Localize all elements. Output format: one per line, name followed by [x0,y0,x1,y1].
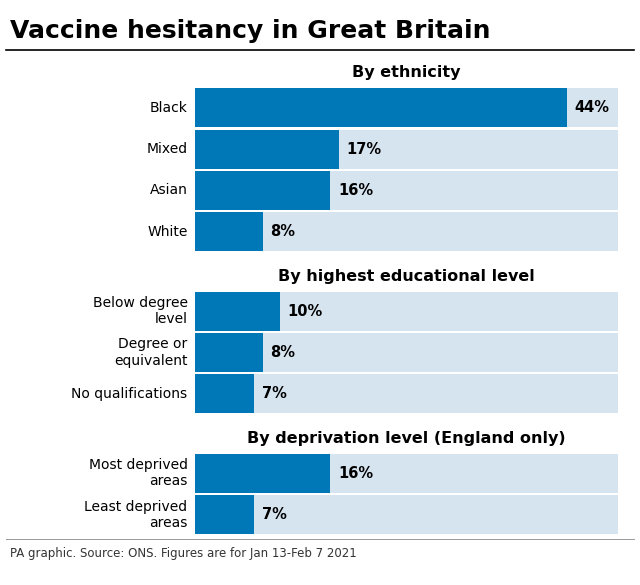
FancyBboxPatch shape [195,495,254,534]
Text: Black: Black [150,101,188,115]
Text: Vaccine hesitancy in Great Britain: Vaccine hesitancy in Great Britain [10,19,490,43]
Text: Below degree
level: Below degree level [93,296,188,326]
FancyBboxPatch shape [195,374,618,414]
Text: 16%: 16% [338,466,373,481]
FancyBboxPatch shape [195,333,263,372]
FancyBboxPatch shape [195,495,618,534]
Text: By deprivation level (England only): By deprivation level (England only) [247,431,566,446]
Text: 7%: 7% [262,386,287,401]
FancyBboxPatch shape [195,292,280,331]
Text: 44%: 44% [575,100,609,115]
FancyBboxPatch shape [195,88,618,127]
FancyBboxPatch shape [195,374,254,414]
FancyBboxPatch shape [195,88,567,127]
FancyBboxPatch shape [195,171,618,210]
FancyBboxPatch shape [195,454,618,493]
Text: Most deprived
areas: Most deprived areas [88,458,188,488]
Text: By highest educational level: By highest educational level [278,269,535,284]
Text: Least deprived
areas: Least deprived areas [84,500,188,529]
FancyBboxPatch shape [195,292,618,331]
FancyBboxPatch shape [195,333,618,372]
Text: Asian: Asian [150,184,188,197]
Text: 10%: 10% [287,304,323,319]
FancyBboxPatch shape [195,212,263,252]
Text: 8%: 8% [271,345,296,360]
Text: 17%: 17% [346,142,381,157]
Text: 8%: 8% [271,224,296,239]
Text: Degree or
equivalent: Degree or equivalent [114,338,188,367]
Text: By ethnicity: By ethnicity [352,66,461,80]
Text: White: White [147,225,188,239]
Text: No qualifications: No qualifications [72,387,188,401]
FancyBboxPatch shape [195,130,618,168]
Text: 16%: 16% [338,183,373,198]
Text: Mixed: Mixed [147,142,188,156]
FancyBboxPatch shape [195,454,330,493]
FancyBboxPatch shape [195,171,330,210]
Text: 7%: 7% [262,507,287,522]
FancyBboxPatch shape [195,212,618,252]
Text: PA graphic. Source: ONS. Figures are for Jan 13-Feb 7 2021: PA graphic. Source: ONS. Figures are for… [10,547,356,560]
FancyBboxPatch shape [195,130,339,168]
